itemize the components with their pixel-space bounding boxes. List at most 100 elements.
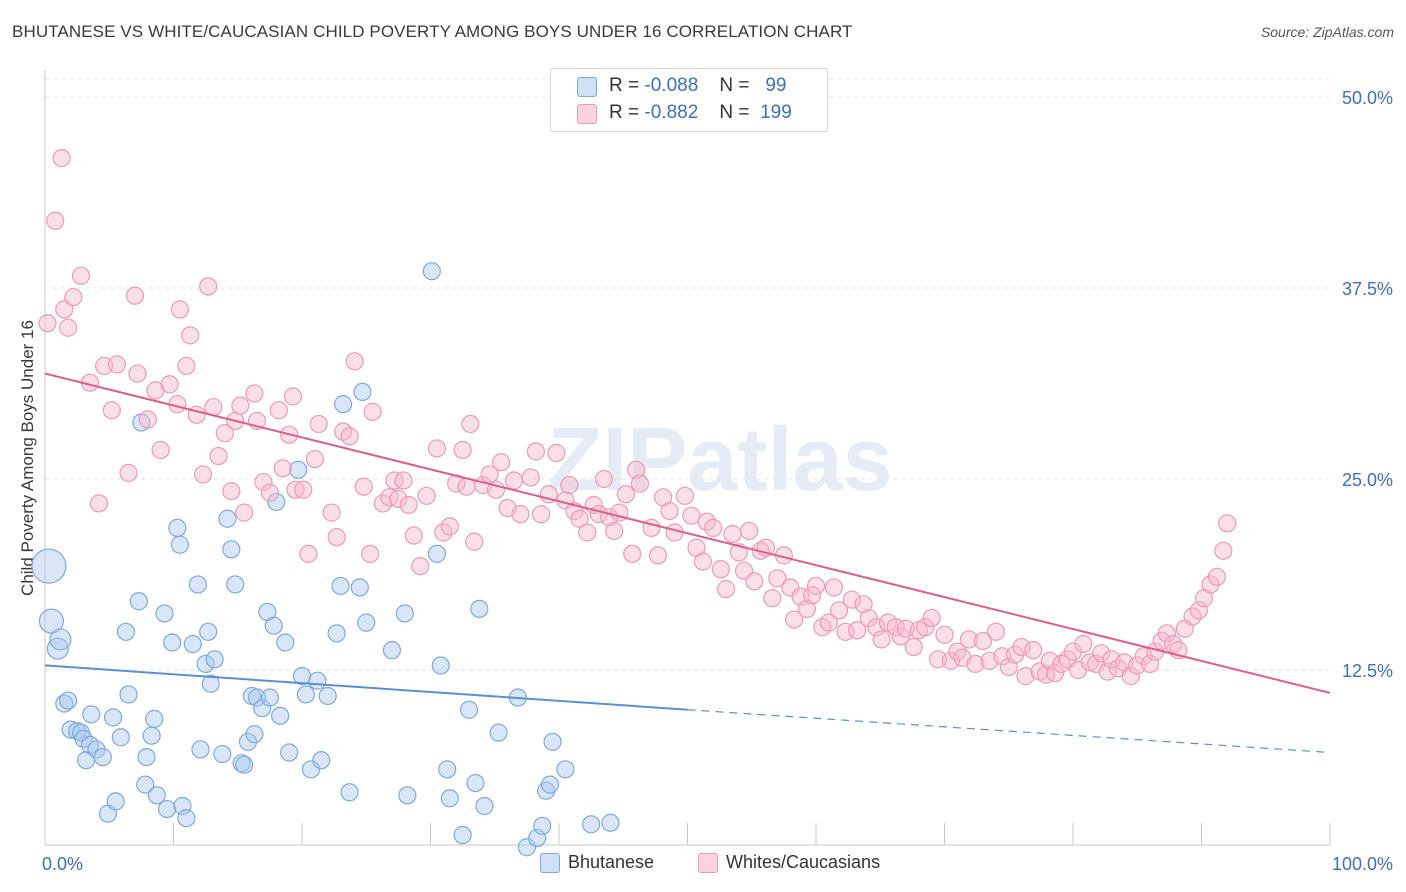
data-point <box>922 608 941 628</box>
trend-lines <box>44 372 1331 754</box>
data-point <box>213 744 232 764</box>
legend-swatch-whites <box>698 853 718 873</box>
chart-source: Source: ZipAtlas.com <box>1260 24 1394 40</box>
data-point <box>511 505 530 524</box>
data-point <box>517 838 536 857</box>
data-point <box>331 576 350 596</box>
data-point <box>102 401 121 420</box>
data-point <box>361 544 380 563</box>
data-point <box>138 410 157 429</box>
data-point <box>475 796 494 816</box>
data-point <box>322 503 341 522</box>
data-point <box>404 526 423 545</box>
data-point <box>803 586 822 605</box>
data-point <box>254 472 273 492</box>
data-point <box>836 622 855 641</box>
x-tick-labels: 0.0% 100.0% <box>42 854 1393 874</box>
data-point <box>842 590 862 609</box>
data-point <box>1207 567 1227 586</box>
data-point <box>170 535 190 554</box>
data-point <box>201 674 220 693</box>
data-point <box>119 463 138 482</box>
data-point <box>193 465 213 484</box>
data-point <box>492 453 511 472</box>
data-point <box>830 601 849 620</box>
legend-n-value: 199 <box>760 102 792 123</box>
data-point <box>935 625 954 644</box>
series-whites-points <box>38 149 1237 686</box>
data-point <box>781 578 800 597</box>
x-tick-label: 100.0% <box>1332 854 1393 874</box>
data-point <box>188 575 208 594</box>
data-point <box>1157 624 1176 643</box>
data-point <box>215 424 234 443</box>
data-point <box>340 427 359 446</box>
legend-r-value: -0.882 <box>644 102 699 123</box>
data-point <box>318 686 337 706</box>
data-point <box>222 540 241 559</box>
data-point <box>245 725 264 744</box>
data-point <box>286 480 305 499</box>
legend-swatch-bhutanese <box>540 853 560 873</box>
data-point <box>157 799 177 819</box>
data-point <box>521 468 540 487</box>
data-point <box>357 613 376 632</box>
data-point <box>489 723 508 742</box>
legend-n-label: N = <box>719 102 750 123</box>
data-point <box>260 688 279 707</box>
data-point <box>283 387 303 406</box>
data-point <box>675 486 695 505</box>
legend-label-whites: Whites/Caucasians <box>726 852 881 872</box>
data-point <box>427 544 447 563</box>
data-point <box>916 618 935 637</box>
data-point <box>1006 645 1025 664</box>
data-point <box>556 760 575 779</box>
data-point <box>941 651 961 670</box>
data-point <box>296 685 315 704</box>
axes <box>44 70 1331 846</box>
data-point <box>235 755 254 774</box>
data-point <box>155 604 174 623</box>
data-point <box>533 816 552 835</box>
data-point <box>616 485 635 504</box>
data-point <box>745 572 764 591</box>
data-point <box>209 446 228 466</box>
data-point <box>93 747 112 767</box>
data-point <box>191 740 210 759</box>
data-point <box>181 326 200 345</box>
data-point <box>543 732 562 751</box>
watermark: ZIPatlas <box>547 410 892 510</box>
data-point <box>245 384 264 403</box>
legend-n-value: 99 <box>765 75 787 96</box>
data-point <box>294 480 313 499</box>
data-point <box>280 743 299 762</box>
data-point <box>353 382 372 402</box>
data-point <box>411 556 430 576</box>
data-point <box>648 546 668 565</box>
data-point <box>116 622 136 641</box>
data-point <box>147 786 166 805</box>
data-point <box>334 395 353 414</box>
data-point <box>459 700 479 719</box>
data-point <box>986 622 1006 641</box>
data-point <box>137 747 156 767</box>
data-point <box>630 474 650 493</box>
data-point <box>107 355 127 374</box>
data-point <box>1012 637 1031 657</box>
y-tick-label: 25.0% <box>1342 470 1393 490</box>
data-point <box>605 521 624 541</box>
data-point <box>363 402 382 421</box>
data-point <box>264 616 283 635</box>
data-point <box>136 775 155 794</box>
data-point <box>145 709 164 728</box>
data-point <box>859 608 878 628</box>
data-point <box>160 375 179 394</box>
data-point <box>231 396 250 415</box>
data-point <box>170 300 190 319</box>
legend-swatch-bhutanese <box>577 77 597 97</box>
data-point <box>904 637 923 657</box>
data-point <box>540 775 560 794</box>
data-point <box>526 442 545 461</box>
data-point <box>431 656 450 675</box>
data-point <box>466 773 485 793</box>
